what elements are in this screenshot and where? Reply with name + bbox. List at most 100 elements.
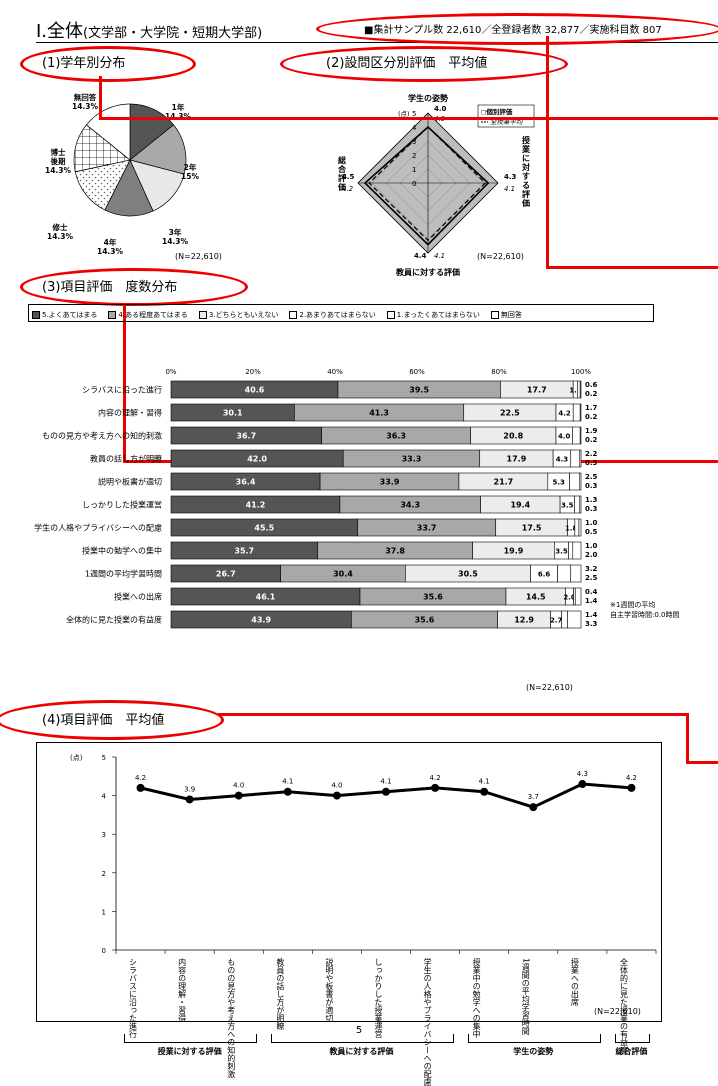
bar-value-label: 19.9 (504, 547, 524, 556)
bar-value-label: 22.5 (500, 409, 520, 418)
bar-n-label: (N=22,610) (526, 683, 573, 692)
radar-tick-label: 0 (412, 180, 416, 188)
bar-value-label: 1.0 (585, 542, 598, 550)
annotation-line (546, 266, 718, 269)
bar-value-label: 35.6 (423, 593, 443, 602)
bar-category-label: 教員の話し方が明瞭 (90, 454, 162, 464)
annotation-line (123, 305, 126, 462)
legend-label: 4.ある程度あてはまる (118, 311, 188, 319)
bar-value-label: 36.4 (236, 478, 256, 487)
bar-segment (577, 380, 581, 399)
radar-value-label: 4.0 (434, 105, 447, 113)
bar-value-label: 6.6 (538, 571, 551, 579)
line-category-label: しっかりした授業運営 (374, 958, 383, 1038)
line-value-label: 3.7 (528, 793, 539, 801)
line-category-label: 教員の話し方が明瞭 (275, 958, 285, 1030)
line-category-label: 全体的に見た授業の有益度 (619, 958, 629, 1054)
radar-series-line (368, 126, 487, 242)
bar-category-label: 説明や板書が適切 (98, 477, 162, 487)
bar-value-label: 0.2 (585, 436, 598, 444)
group-label: 総合評価 (615, 1047, 648, 1056)
bar-category-label: 授業への出席 (114, 592, 162, 602)
bar-segment (567, 610, 582, 629)
bar-value-label: 21.7 (494, 478, 514, 487)
bar-value-label: 17.9 (507, 455, 527, 464)
bar-value-label: 0.2 (585, 390, 598, 398)
bar-segment (574, 495, 581, 514)
bar-value-label: 5.3 (552, 479, 565, 487)
bar-category-label: しっかりした授業運営 (82, 500, 162, 510)
bar-value-label: 45.5 (254, 524, 274, 533)
radar-axis-label: 教員に対する評価 (395, 267, 460, 277)
bar-value-label: 14.5 (526, 593, 546, 602)
radar-legend-label: ◻個別評価 (481, 107, 513, 116)
line-chart-category-labels: シラバスに沿った進行 内容の理解・習得 ものの見方や考え方への知的刺激 教員の話し方が… (36, 958, 660, 1086)
line-value-label: 4.2 (430, 774, 441, 782)
pie-slice-label: 3年 14.3% (162, 227, 189, 246)
pie-slice-label: 無回答 14.3% (72, 92, 99, 111)
bar-value-label: 4.2 (558, 410, 571, 418)
legend-label: 5.よくあてはまる (42, 311, 98, 319)
bar-value-label: 0.6 (585, 381, 598, 389)
bar-value-label: 2.2 (585, 450, 598, 458)
line-point (431, 783, 440, 792)
bar-value-label: 17.5 (522, 524, 542, 533)
bar-value-label: 0.4 (585, 588, 598, 596)
line-y-tick-label: 5 (102, 754, 106, 762)
legend-label: 無回答 (500, 311, 522, 319)
bar-value-label: 2.5 (585, 473, 598, 481)
pie-slice-label: 2年 15% (181, 162, 199, 181)
bar-value-label: 3.3 (585, 620, 598, 628)
bar-value-label: 0.3 (585, 459, 598, 467)
bar-category-label: 授業中の勉学への集中 (82, 546, 162, 556)
radar-unit-label: (点) (398, 110, 410, 118)
bar-category-label: 1週間の平均学習時間 (85, 569, 162, 579)
line-y-tick-label: 0 (102, 947, 106, 955)
bar-segment (579, 380, 582, 399)
bar-value-label: 2.0 (563, 594, 576, 602)
bar-category-label: 全体的に見た授業の有益度 (66, 615, 162, 625)
line-value-label: 3.9 (184, 785, 195, 793)
page-title-main: Ⅰ.全体 (36, 21, 84, 42)
legend-item: 2.あまりあてはまらない (289, 310, 376, 320)
radar-value-label: 4.3 (504, 173, 517, 181)
sec1-title: (1)学年別分布 (42, 56, 126, 71)
bar-segment (557, 564, 572, 583)
bar-value-label: 1.0 (585, 519, 598, 527)
radar-n-label: (N=22,610) (477, 252, 524, 261)
bar-value-label: 0.3 (585, 482, 598, 490)
line-y-tick-label: 4 (102, 793, 107, 801)
annotation-line (686, 761, 718, 764)
radar-axis-label: 学生の姿勢 (408, 93, 448, 103)
bar-segment (561, 610, 568, 629)
bar-value-label: 4.3 (556, 456, 569, 464)
bar-segment (570, 449, 581, 468)
sec4-title: (4)項目評価 平均値 (42, 713, 165, 728)
page-title-sub: (文学部・大学院・短期大学部) (83, 26, 263, 41)
bar-segment (568, 541, 574, 560)
bar-segment (579, 472, 582, 491)
pie-slice (129, 159, 185, 212)
bar-value-label: 12.9 (514, 616, 534, 625)
legend-item: 3.どちらともいえない (198, 310, 278, 320)
bar-legend-frame (28, 304, 654, 322)
line-value-label: 4.1 (479, 778, 490, 786)
radar-legend-label: 全授業平均 (490, 118, 524, 126)
bar-value-label: 0.5 (585, 528, 598, 536)
line-unit-label: (点) (70, 754, 83, 762)
bar-value-label: 30.5 (458, 570, 478, 579)
sec1-title-oval (20, 46, 196, 82)
radar-tick-label: 5 (412, 110, 416, 118)
stats-highlight-oval (316, 13, 718, 45)
pie-slice-label: 1年14.3% (165, 102, 192, 121)
bar-value-label: 34.3 (400, 501, 420, 510)
sec2-title-oval (280, 46, 568, 82)
line-category-label: 授業中の勉学への集中 (472, 958, 482, 1038)
bar-value-label: 26.7 (216, 570, 236, 579)
bar-value-label: 33.7 (417, 524, 437, 533)
bar-value-label: 42.0 (247, 455, 267, 464)
sec2-title: (2)設問区分別評価 平均値 (326, 56, 488, 71)
bar-value-label: 3.2 (585, 565, 598, 573)
radar-value-label: 4.5 (342, 173, 355, 181)
